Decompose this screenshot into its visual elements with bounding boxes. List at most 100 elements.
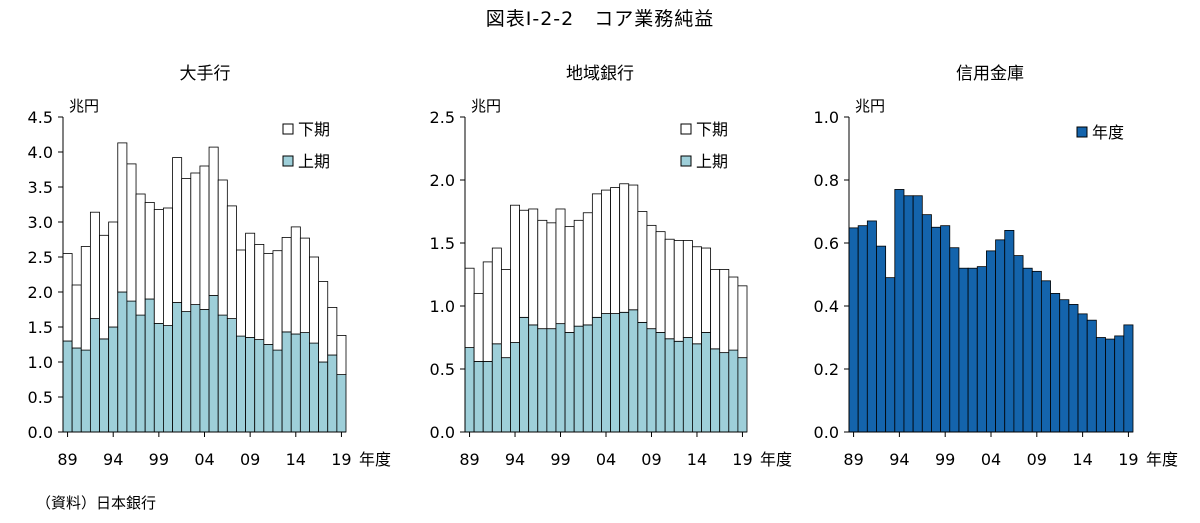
bar-lower xyxy=(318,361,329,433)
y-tick-label: 0.0 xyxy=(814,423,839,442)
bar xyxy=(912,195,923,433)
x-tick-label: 14 xyxy=(286,450,306,469)
bar-lower xyxy=(610,313,621,433)
bar-upper xyxy=(117,142,128,293)
bar-lower xyxy=(619,311,630,433)
bar-lower xyxy=(254,339,265,433)
bar-lower xyxy=(263,344,274,433)
bar xyxy=(1022,267,1033,433)
legend-swatch-upper xyxy=(282,123,294,135)
bar-upper xyxy=(190,172,201,306)
bar xyxy=(894,189,905,433)
bar-upper xyxy=(528,208,539,326)
bar-upper xyxy=(245,232,256,338)
bar-lower xyxy=(144,298,155,433)
x-axis-label: 年度 xyxy=(760,450,792,469)
bar-upper xyxy=(71,284,82,349)
x-axis-label: 年度 xyxy=(359,450,391,469)
bar-lower xyxy=(108,326,119,433)
bar-lower xyxy=(491,343,502,433)
legend-swatch-lower xyxy=(282,155,294,167)
bar-upper xyxy=(299,237,310,334)
bar-lower xyxy=(245,337,256,433)
bar-lower xyxy=(208,295,219,433)
y-tick-label: 2.5 xyxy=(430,108,455,127)
y-tick-label: 0.0 xyxy=(430,423,455,442)
bar-lower xyxy=(528,324,539,433)
bar-upper xyxy=(546,222,557,330)
bar-lower xyxy=(628,309,639,433)
source-note: （資料）日本銀行 xyxy=(36,494,157,512)
bar-upper xyxy=(254,243,265,340)
unit-label: 兆円 xyxy=(69,97,99,115)
bar-upper xyxy=(153,208,164,324)
bar xyxy=(976,266,987,433)
bar-upper xyxy=(564,226,575,333)
bar-upper xyxy=(601,189,611,314)
x-tick-label: 09 xyxy=(641,450,661,469)
bar-upper xyxy=(673,240,684,342)
bar-lower xyxy=(482,361,493,433)
bar-upper xyxy=(582,212,593,326)
bar-upper xyxy=(519,209,530,318)
bar-upper xyxy=(737,285,748,359)
bar-upper xyxy=(172,157,183,303)
x-tick-label: 94 xyxy=(889,450,909,469)
bar xyxy=(940,225,951,433)
y-tick-label: 0.0 xyxy=(28,423,53,442)
y-tick-label: 0.6 xyxy=(814,234,839,253)
bar xyxy=(1004,229,1015,433)
y-tick-label: 1.0 xyxy=(28,353,53,372)
bar xyxy=(903,195,914,433)
bar-lower xyxy=(664,338,675,433)
y-tick-label: 1.5 xyxy=(430,234,455,253)
legend-label: 上期 xyxy=(696,152,728,171)
chart-title: 大手行 xyxy=(180,64,231,84)
bar-lower xyxy=(591,316,602,433)
y-tick-label: 0.5 xyxy=(28,388,53,407)
bar-lower xyxy=(737,357,748,433)
bar-upper xyxy=(464,267,475,348)
bar xyxy=(1068,304,1079,433)
bar xyxy=(921,214,932,433)
y-tick-label: 4.0 xyxy=(28,143,53,162)
bar-upper xyxy=(318,281,329,363)
bar-upper xyxy=(637,211,648,323)
x-tick-label: 04 xyxy=(596,450,616,469)
x-tick-label: 99 xyxy=(149,450,169,469)
y-tick-label: 0.5 xyxy=(430,360,455,379)
bar-upper xyxy=(628,184,639,311)
bar-lower xyxy=(682,337,693,433)
x-tick-label: 19 xyxy=(331,450,351,469)
y-tick-label: 2.0 xyxy=(430,171,455,190)
x-tick-label: 09 xyxy=(1027,450,1047,469)
legend-label: 年度 xyxy=(1092,123,1124,142)
bar-upper xyxy=(126,163,137,302)
bar-lower xyxy=(163,325,173,433)
bar-lower xyxy=(117,291,128,433)
bar-upper xyxy=(80,246,91,351)
bar-upper xyxy=(710,269,721,350)
unit-label: 兆円 xyxy=(471,97,501,115)
bar xyxy=(1031,270,1042,433)
bar-lower xyxy=(71,347,82,433)
x-tick-label: 94 xyxy=(505,450,525,469)
bar xyxy=(1040,280,1051,433)
figure-title: 図表Ⅰ-2-2 コア業務純益 xyxy=(485,8,715,30)
bar-lower xyxy=(226,318,237,433)
bar-lower xyxy=(327,354,338,433)
bar xyxy=(866,220,877,433)
bar xyxy=(1077,313,1088,433)
bar-lower xyxy=(673,340,684,433)
bar-upper xyxy=(290,226,301,335)
bar-upper xyxy=(208,146,219,296)
y-tick-label: 1.0 xyxy=(814,108,839,127)
bar-upper xyxy=(664,238,675,340)
bar-lower xyxy=(519,316,530,433)
bar-lower xyxy=(135,314,146,433)
bar xyxy=(1114,335,1125,433)
bar-upper xyxy=(199,165,210,310)
x-tick-label: 89 xyxy=(459,450,479,469)
bar-upper xyxy=(482,261,493,362)
